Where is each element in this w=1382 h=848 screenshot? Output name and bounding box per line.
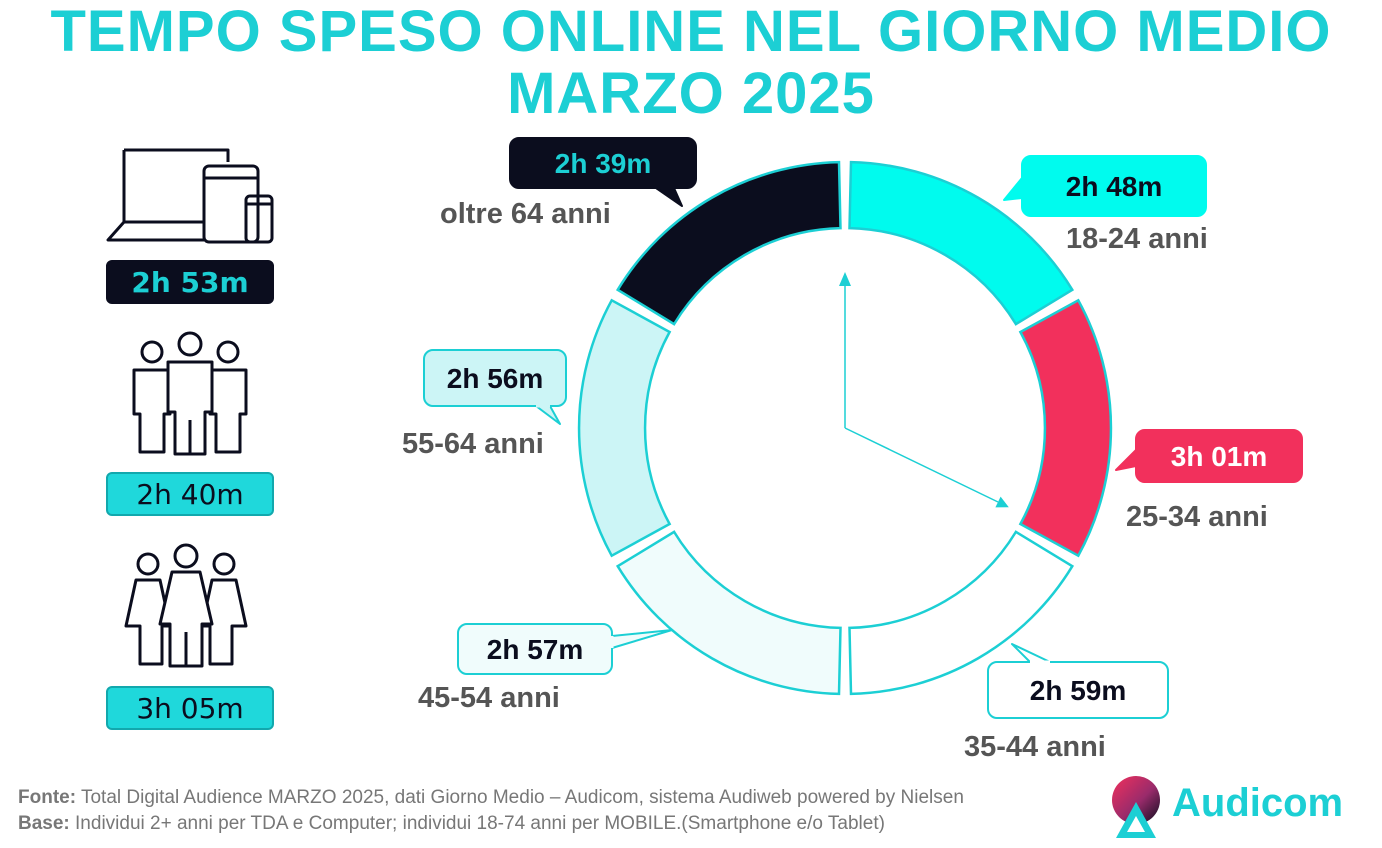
callout-value: 2h 48m: [1066, 171, 1163, 202]
callout-tail: [611, 629, 673, 649]
callout-value: 3h 01m: [1171, 441, 1268, 472]
total-time-badge: 2h 53m: [106, 260, 274, 304]
callout-bubble: [509, 137, 697, 189]
callout-value: 2h 56m: [447, 363, 544, 394]
women-group-icon: [124, 543, 248, 668]
callout-tail: [1003, 177, 1023, 201]
age-label: 45-54 anni: [418, 682, 560, 714]
callout-bubble: [423, 349, 567, 407]
clock-hand-minute-tip: [839, 272, 851, 286]
age-label: 55-64 anni: [402, 428, 544, 460]
donut-segment: [848, 530, 1075, 696]
devices-icon: [106, 148, 274, 244]
title-line-1: TEMPO SPESO ONLINE NEL GIORNO MEDIO: [50, 0, 1332, 64]
men-group-icon: [132, 331, 248, 456]
callout-value: 2h 57m: [487, 634, 584, 665]
footer-base-text: Individui 2+ anni per TDA e Computer; in…: [69, 813, 885, 834]
donut-segment: [1018, 298, 1113, 558]
callout-value: 2h 39m: [555, 148, 652, 179]
footer-source: Fonte: Total Digital Audience MARZO 2025…: [18, 787, 964, 809]
male-time-badge: 2h 40m: [106, 472, 274, 516]
donut-segment: [848, 160, 1075, 326]
audicom-logo-icon: [1112, 776, 1160, 838]
age-label: 25-34 anni: [1126, 501, 1268, 533]
callout-tail: [1115, 449, 1137, 471]
age-label: oltre 64 anni: [440, 198, 611, 230]
callout-tail: [1011, 643, 1051, 663]
footer-source-text: Total Digital Audience MARZO 2025, dati …: [76, 787, 964, 808]
donut-segment: [615, 160, 842, 326]
footer-base: Base: Individui 2+ anni per TDA e Comput…: [18, 813, 885, 835]
callout-tail: [655, 187, 683, 207]
donut-segment: [577, 298, 672, 558]
callout-bubble: [987, 661, 1169, 719]
female-time-badge: 3h 05m: [106, 686, 274, 730]
clock-hand-hour: [844, 427, 999, 503]
donut-segment: [615, 530, 842, 696]
title-line-2: MARZO 2025: [507, 61, 875, 126]
callout-bubble: [457, 623, 613, 675]
footer-source-label: Fonte:: [18, 787, 77, 808]
callout-tail: [535, 405, 561, 425]
footer-base-label: Base:: [18, 813, 70, 834]
age-label: 35-44 anni: [964, 731, 1106, 763]
age-label: 18-24 anni: [1066, 223, 1208, 255]
clock-hand-hour-tip: [995, 496, 1009, 508]
callout-value: 2h 59m: [1030, 675, 1127, 706]
audicom-logo-text: Audicom: [1172, 781, 1344, 825]
